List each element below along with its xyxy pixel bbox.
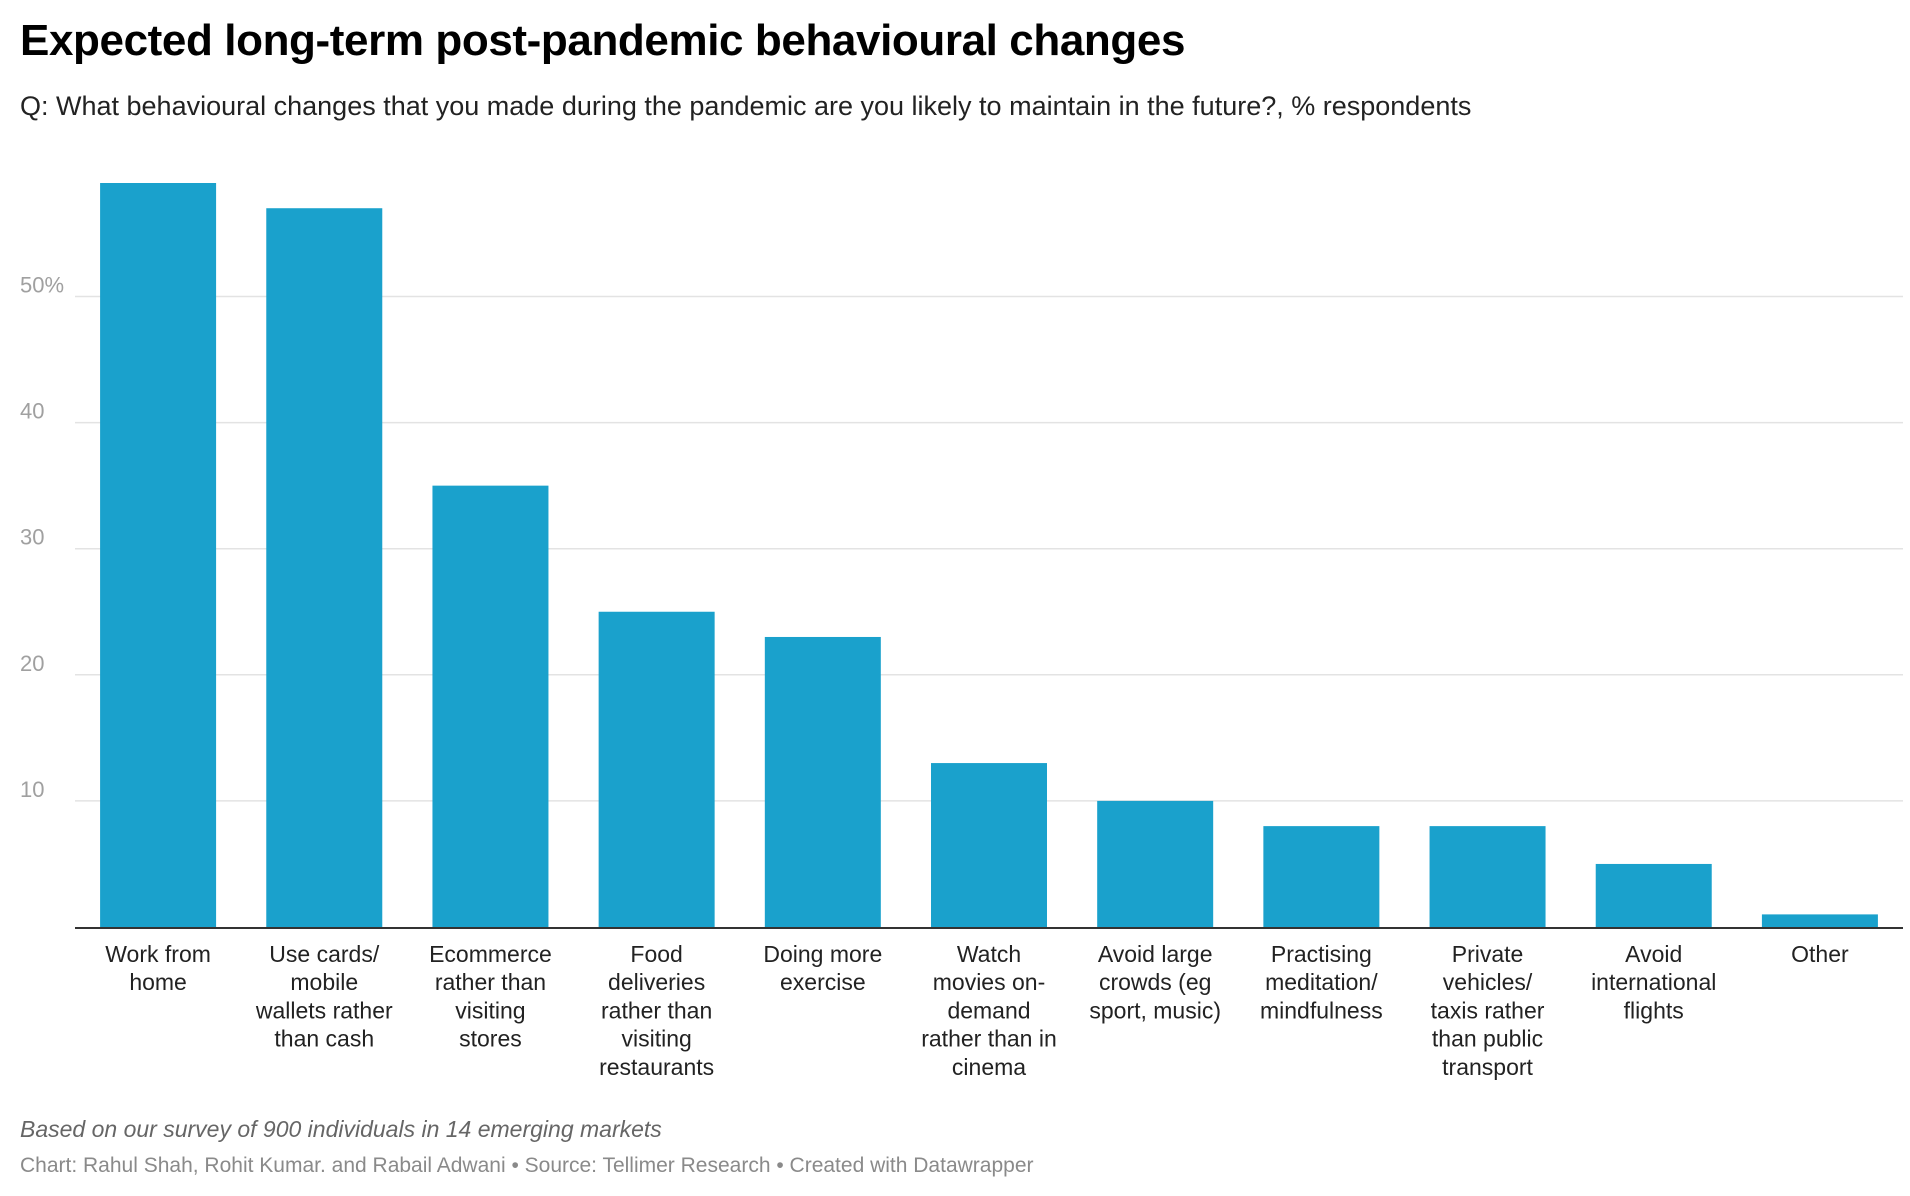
x-tick-label-line: meditation/ [1265,969,1378,995]
x-tick-label-line: exercise [780,969,866,995]
x-tick-label-line: restaurants [599,1054,714,1080]
bar [764,636,881,927]
x-tick-label-line: Avoid large [1098,941,1213,967]
chart-title: Expected long-term post-pandemic behavio… [20,16,1186,65]
x-tick-label-line: Private [1452,941,1524,967]
x-tick-label-line: flights [1624,997,1684,1023]
x-tick-label-line: stores [459,1026,522,1052]
x-tick-label-line: home [129,969,187,995]
x-tick-label-line: Food [630,941,682,967]
x-tick-label-line: than cash [274,1026,374,1052]
x-tick-label-line: Work from [105,941,211,967]
x-tick-label: Food deliveries rather than visiting restaur… [599,941,714,1080]
chart-note: Based on our survey of 900 individuals i… [20,1116,662,1142]
x-tick-label-line: mindfulness [1260,997,1383,1023]
x-tick-label-line: movies on- [933,969,1045,995]
x-tick-label-line: international [1591,969,1716,995]
x-tick-label-line: vehicles/ [1443,969,1533,995]
bar [432,485,549,927]
bar [598,611,715,927]
y-axis-ticks: 10 20 30 40 50% [20,272,64,801]
x-tick-label: Private vehicles/taxis rather than public t… [1431,941,1545,1080]
y-tick-label: 20 [20,651,44,676]
x-tick-label-line: rather than in [921,1026,1057,1052]
x-tick-label: Avoid large crowds (eg sport, music) [1089,941,1221,1023]
x-tick-label-line: visiting [621,1026,691,1052]
x-tick-label-line: rather than [601,997,712,1023]
bar [1429,826,1546,927]
x-tick-label: Use cards/mobile wallets rather than cash [255,941,393,1052]
x-tick-label-line: rather than [435,969,546,995]
bar [1595,863,1712,927]
x-tick-label-line: Practising [1271,941,1372,967]
x-tick-label-line: than public [1432,1026,1543,1052]
x-tick-label: Ecommerce rather than visiting stores [429,941,552,1052]
y-tick-label: 50% [20,272,64,297]
bars [100,183,1878,927]
chart-credit: Chart: Rahul Shah, Rohit Kumar. and Raba… [20,1154,1034,1177]
chart-subtitle: Q: What behavioural changes that you mad… [20,91,1472,121]
x-tick-label-line: demand [947,997,1030,1023]
x-tick-label-line: crowds (eg [1099,969,1211,995]
bar [1263,826,1380,927]
x-axis-labels: Work from home Use cards/mobile wallets rat… [105,941,1849,1080]
x-tick-label-line: Avoid [1625,941,1682,967]
x-tick-label: Practising meditation/mindfulness [1260,941,1383,1023]
x-tick-label-line: sport, music) [1089,997,1221,1023]
x-tick-label: Avoid international flights [1591,941,1716,1023]
bar [100,183,217,927]
x-tick-label-line: visiting [455,997,525,1023]
x-tick-label-line: wallets rather [255,997,393,1023]
x-tick-label-line: Doing more [763,941,882,967]
x-tick-label-line: mobile [290,969,358,995]
x-tick-label: Work from home [105,941,211,995]
y-tick-label: 30 [20,525,44,550]
x-tick-label-line: transport [1442,1054,1533,1080]
x-tick-label-line: deliveries [608,969,705,995]
x-tick-label-line: Use cards/ [269,941,380,967]
x-tick-label: Doing more exercise [763,941,882,995]
bar-chart: 10 20 30 40 50% Work from home Use cards/mobil… [20,183,1903,1080]
bar [266,208,383,927]
y-tick-label: 40 [20,399,44,424]
y-tick-label: 10 [20,777,44,802]
x-tick-label-line: cinema [952,1054,1026,1080]
x-tick-label-line: Ecommerce [429,941,552,967]
x-tick-label-line: Watch [957,941,1021,967]
x-tick-label: Watch movies on-demand rather than in cinem… [921,941,1057,1080]
bar [1097,800,1214,927]
x-tick-label-line: taxis rather [1431,997,1545,1023]
bar [931,763,1047,927]
x-tick-label: Other [1791,941,1849,967]
x-tick-label-line: Other [1791,941,1849,967]
bar [1761,914,1878,927]
